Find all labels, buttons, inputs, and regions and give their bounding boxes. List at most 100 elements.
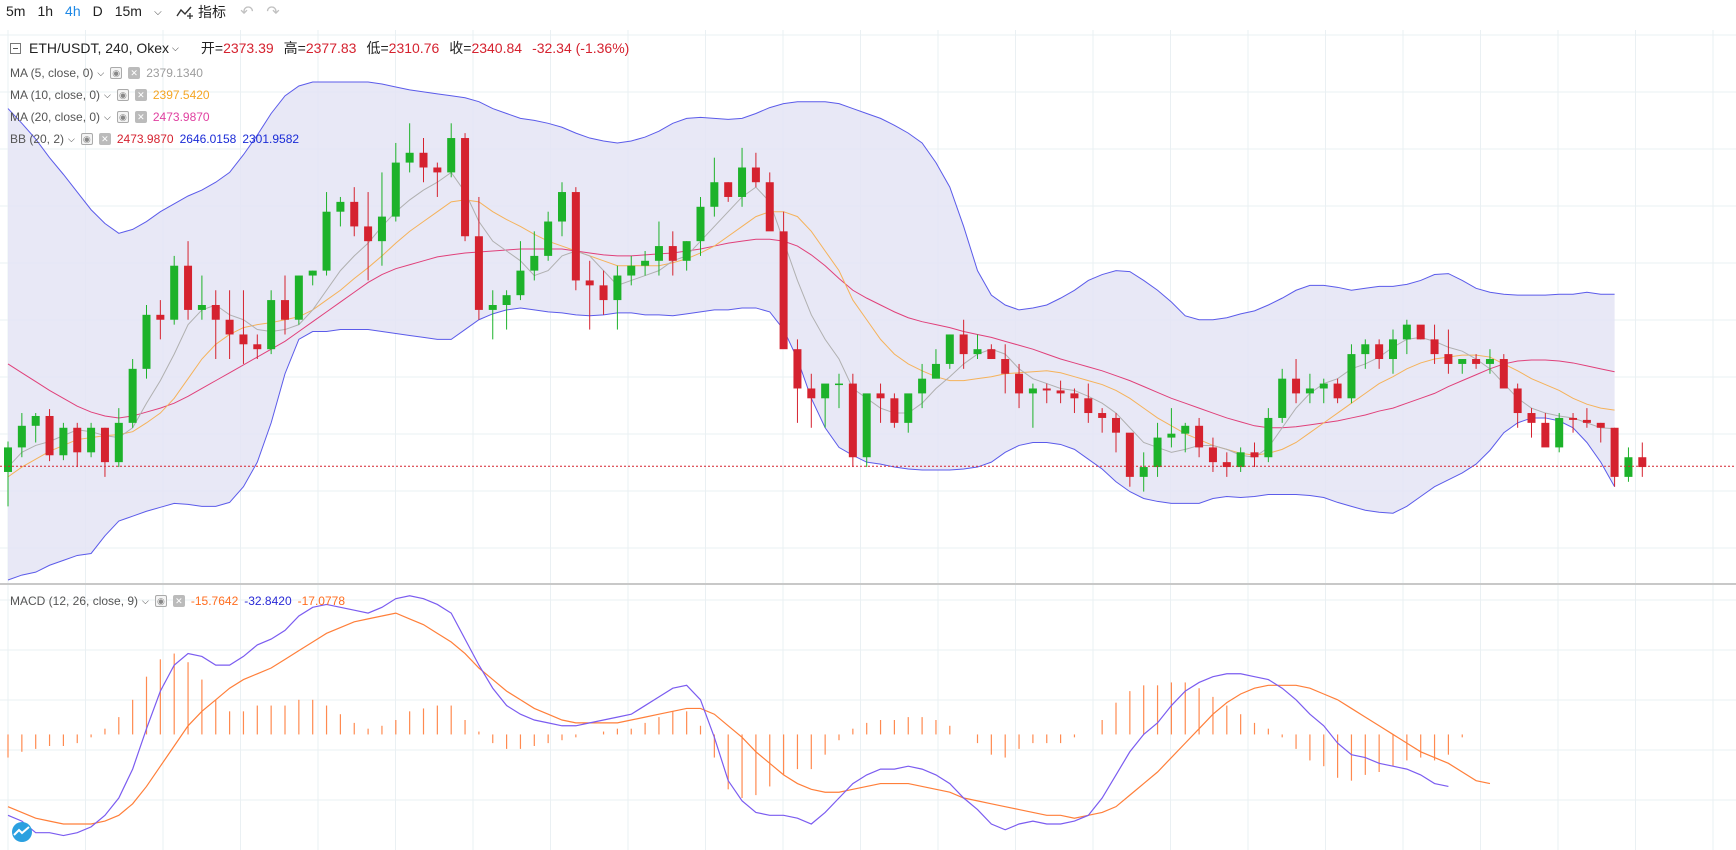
candle-body [973, 349, 982, 355]
close-icon[interactable]: ✕ [128, 67, 141, 79]
candle-body [447, 138, 456, 173]
indicators-button[interactable]: 指标 [168, 0, 234, 24]
candle-body [1361, 344, 1370, 355]
candle-body [1292, 378, 1301, 394]
candle-body [835, 383, 843, 386]
timeframe-d[interactable]: D [92, 3, 103, 19]
candle-body [128, 368, 137, 423]
collapse-legend-icon[interactable] [10, 42, 21, 54]
open-value: 2373.39 [223, 40, 274, 56]
candle-body [1112, 417, 1120, 433]
study-value: 2397.5420 [152, 88, 210, 102]
candle-body [281, 300, 289, 320]
timeframe-15m[interactable]: 15m [114, 3, 142, 19]
candle-body [710, 182, 719, 207]
candle-body [502, 295, 511, 305]
candle-body [211, 305, 220, 320]
study-name[interactable]: MA (10, close, 0) [10, 88, 101, 102]
candle-body [1167, 433, 1176, 438]
candle-body [197, 305, 206, 310]
timeframe-4h[interactable]: 4h [65, 3, 81, 19]
candle-body [1264, 417, 1273, 458]
timeframe-5m[interactable]: 5m [6, 3, 26, 19]
candle-body [1208, 447, 1217, 463]
candle-body [336, 201, 345, 212]
settings-icon[interactable]: ◉ [110, 67, 123, 79]
candle-body [1444, 354, 1453, 364]
candle-body [31, 415, 40, 426]
redo-icon[interactable]: ↷ [266, 4, 280, 21]
candle-body [1181, 425, 1190, 434]
candle-body [377, 216, 386, 242]
timeframe-1h[interactable]: 1h [37, 3, 54, 19]
low-label: 低 [366, 40, 381, 56]
candle-body [45, 415, 54, 456]
study-name[interactable]: MA (5, close, 0) [10, 66, 94, 80]
close-icon[interactable]: ✕ [172, 595, 185, 607]
candle-body [1638, 457, 1647, 468]
candle-body [571, 192, 580, 281]
close-value: 2340.84 [471, 40, 523, 56]
ohlc-values: 开=2373.39 高=2377.83 低=2310.76 收=2340.84 [200, 40, 523, 56]
candle-body [308, 270, 317, 276]
candle-body [738, 167, 747, 197]
high-value: 2377.83 [305, 40, 357, 56]
candle-body [1389, 339, 1397, 360]
candle-body [59, 427, 68, 456]
candle-body [1472, 359, 1481, 364]
candle-body [1070, 393, 1079, 399]
chevron-down-icon[interactable]: ⌵ [104, 111, 111, 122]
study-name[interactable]: MA (20, close, 0) [10, 110, 101, 124]
candle-body [1569, 417, 1578, 420]
undo-icon[interactable]: ↶ [240, 4, 254, 21]
candle-body [1333, 383, 1342, 399]
ma10-line [7, 199, 1615, 478]
indicators-label: 指标 [197, 4, 226, 20]
main-series-legend: ETH/USDT, 240, Okex ⌵ 开=2373.39 高=2377.8… [10, 38, 629, 58]
candle-body [918, 378, 927, 394]
candle-body [793, 349, 802, 389]
candle-body [1125, 432, 1134, 477]
symbol-chevron-icon[interactable]: ⌵ [172, 42, 179, 53]
candle-body [156, 314, 165, 320]
candle-body [1375, 344, 1384, 360]
study-name[interactable]: BB (20, 2) [10, 132, 65, 146]
candle-body [1319, 383, 1328, 389]
chevron-down-icon[interactable]: ⌵ [68, 133, 75, 144]
close-icon[interactable]: ✕ [134, 111, 147, 123]
settings-icon[interactable]: ◉ [116, 111, 129, 123]
study-value: 2379.1340 [146, 66, 203, 80]
candle-body [433, 167, 442, 173]
chevron-down-icon[interactable]: ⌵ [142, 595, 149, 606]
candle-body [530, 255, 539, 271]
indicators-icon [176, 6, 193, 19]
symbol-label[interactable]: ETH/USDT, 240, Okex [29, 40, 170, 56]
settings-icon[interactable]: ◉ [80, 133, 93, 145]
candle-body [17, 425, 26, 448]
candle-body [890, 398, 899, 423]
candle-body [322, 211, 331, 271]
close-icon[interactable]: ✕ [134, 89, 147, 101]
low-value: 2310.76 [388, 40, 440, 56]
candle-body [627, 265, 636, 276]
study-name[interactable]: MACD (12, 26, close, 9) [10, 594, 139, 608]
settings-icon[interactable]: ◉ [116, 89, 129, 101]
chevron-down-icon[interactable]: ⌵ [97, 67, 105, 78]
settings-icon[interactable]: ◉ [154, 595, 167, 607]
candle-body [876, 393, 885, 399]
candle-body [1541, 422, 1550, 448]
candle-body [599, 285, 608, 301]
candle-body [613, 275, 622, 301]
candle-body [419, 152, 428, 168]
close-icon[interactable]: ✕ [98, 133, 111, 145]
ma20-line [7, 238, 1615, 429]
candle-body [405, 152, 414, 163]
timeframe-dropdown-chevron-icon[interactable]: ⌵ [154, 6, 162, 18]
study-legend-macd: MACD (12, 26, close, 9) ⌵ ◉ ✕ -15.7642 -32… [10, 594, 345, 608]
candle-body [1485, 359, 1494, 364]
chevron-down-icon[interactable]: ⌵ [104, 89, 111, 100]
candle-body [1098, 413, 1107, 418]
change-value: -32.34 (-1.36%) [532, 40, 630, 56]
candle-body [724, 182, 733, 197]
